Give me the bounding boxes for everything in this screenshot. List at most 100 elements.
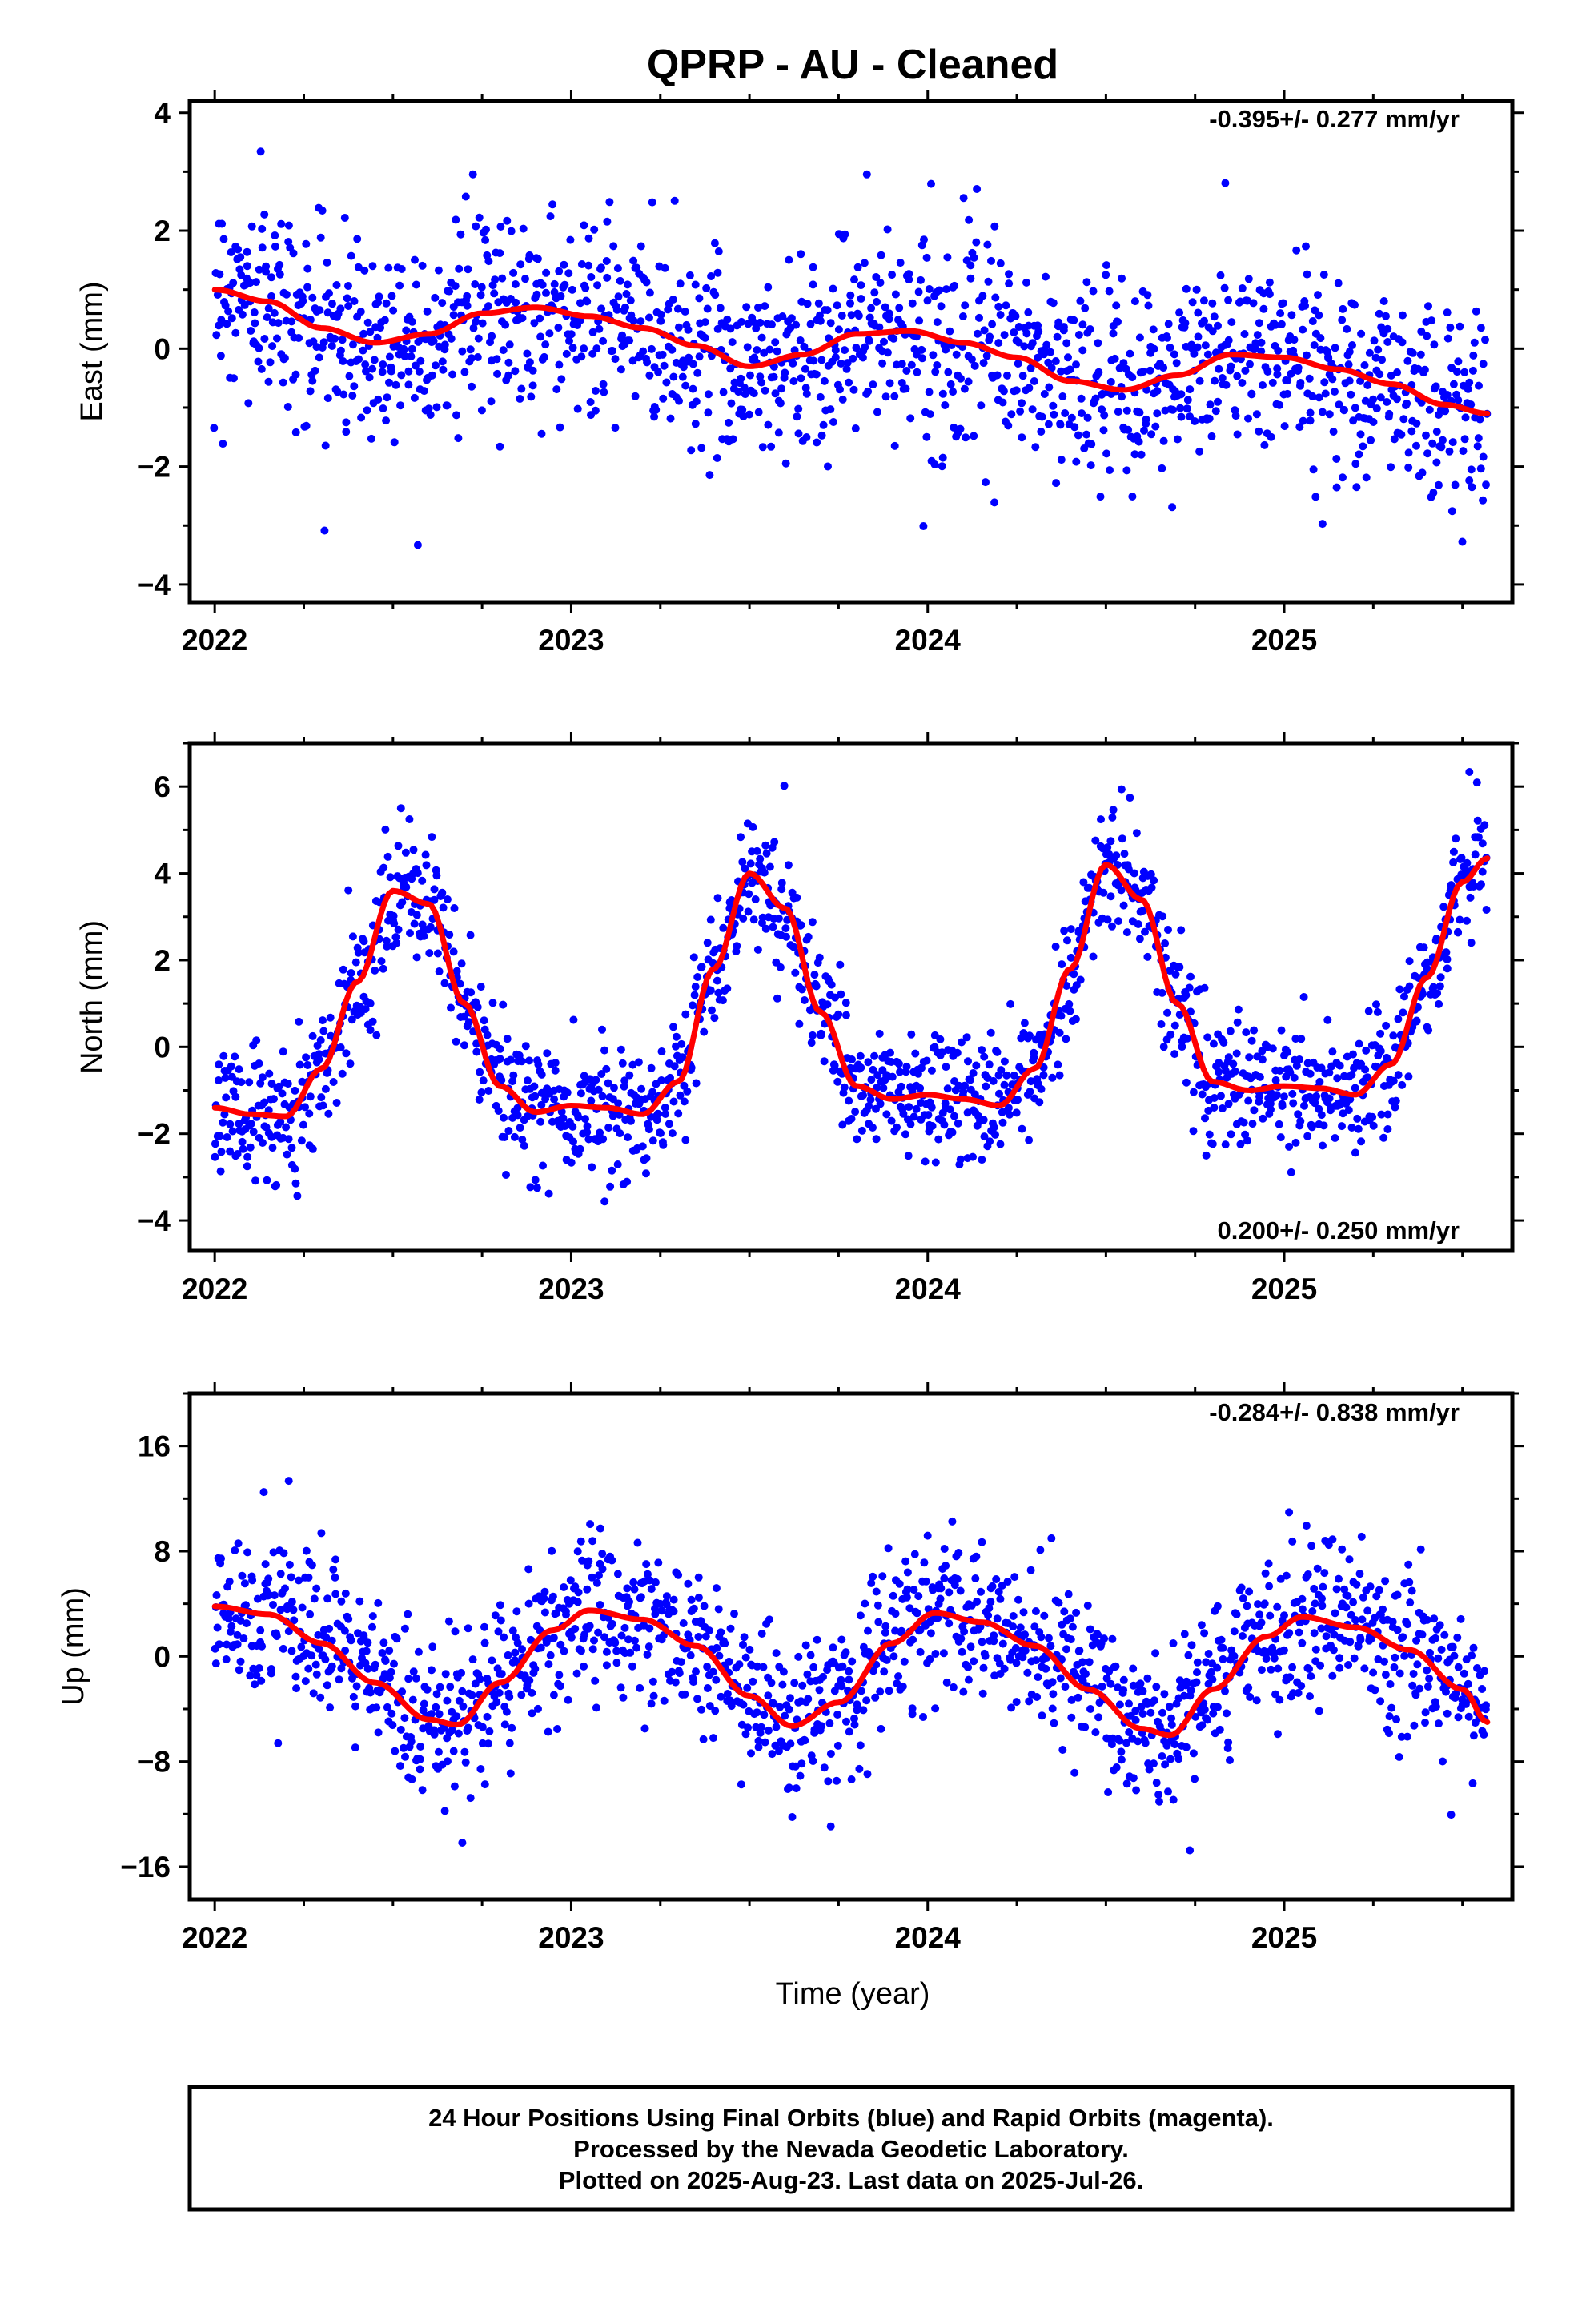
north-data-point: [1141, 927, 1149, 936]
up-data-point: [644, 1642, 653, 1651]
up-data-point: [873, 1601, 882, 1610]
east-data-point: [1302, 242, 1310, 251]
east-data-point: [580, 344, 588, 353]
north-data-point: [317, 1093, 326, 1102]
up-data-point: [598, 1550, 607, 1558]
east-data-point: [714, 247, 723, 255]
east-data-point: [1236, 297, 1244, 306]
north-data-point: [348, 932, 357, 941]
up-data-point: [1310, 1629, 1319, 1638]
up-data-point: [1023, 1668, 1032, 1677]
up-data-point: [252, 1671, 261, 1679]
north-data-point: [1170, 1050, 1179, 1059]
up-data-point: [1122, 1779, 1131, 1788]
up-data-point: [1331, 1609, 1339, 1618]
east-data-point: [1049, 299, 1058, 308]
east-data-point: [361, 360, 370, 369]
east-data-point: [1241, 366, 1250, 375]
up-data-point: [476, 1765, 485, 1773]
east-data-point: [210, 424, 219, 432]
north-data-point: [905, 1103, 913, 1112]
up-data-point: [213, 1623, 222, 1632]
north-data-point: [1035, 1098, 1044, 1107]
east-data-point: [870, 288, 879, 297]
east-data-point: [749, 317, 757, 326]
east-data-point: [1175, 308, 1184, 317]
east-data-point: [1443, 308, 1452, 317]
north-x-tick-label: 2022: [182, 1273, 247, 1305]
east-data-point: [303, 264, 312, 273]
up-data-point: [1050, 1719, 1058, 1727]
up-data-point: [608, 1556, 616, 1565]
up-data-point: [505, 1739, 514, 1747]
east-data-point: [857, 281, 865, 290]
east-data-point: [475, 213, 484, 222]
up-data-point: [699, 1735, 708, 1743]
east-data-point: [1106, 466, 1114, 475]
east-data-point: [901, 384, 910, 393]
north-data-point: [401, 848, 410, 857]
north-data-point: [1244, 1096, 1253, 1105]
east-data-point: [1166, 344, 1174, 352]
up-data-point: [344, 1614, 353, 1623]
up-data-point: [1351, 1616, 1360, 1624]
north-data-point: [1103, 843, 1112, 852]
north-data-point: [386, 873, 395, 882]
north-data-point: [530, 1082, 539, 1091]
north-data-point: [245, 1078, 254, 1087]
up-data-point: [973, 1598, 982, 1606]
north-data-point: [738, 858, 747, 866]
up-data-point: [931, 1650, 940, 1658]
up-data-point: [916, 1647, 925, 1656]
x-axis-label: Time (year): [776, 1977, 930, 2011]
up-data-point: [1182, 1677, 1191, 1686]
up-data-point: [977, 1587, 985, 1596]
east-data-point: [1022, 278, 1030, 287]
east-data-point: [349, 340, 357, 349]
up-data-point: [619, 1693, 628, 1702]
east-data-point: [234, 245, 243, 254]
east-data-point: [418, 261, 427, 270]
east-data-point: [342, 418, 351, 427]
up-data-point: [434, 1747, 443, 1756]
up-data-point: [1358, 1615, 1367, 1624]
up-data-point: [739, 1700, 748, 1709]
up-data-point: [580, 1630, 589, 1639]
east-data-point: [379, 360, 387, 368]
up-data-point: [215, 1640, 223, 1649]
east-data-point: [244, 399, 253, 408]
up-data-point: [331, 1573, 339, 1582]
up-data-point: [251, 1680, 259, 1689]
east-data-point: [1057, 367, 1066, 376]
east-data-point: [792, 320, 801, 329]
east-data-point: [1128, 493, 1137, 501]
up-data-point: [1385, 1729, 1393, 1738]
up-data-point: [331, 1555, 340, 1564]
up-data-point: [212, 1591, 221, 1599]
north-data-point: [1443, 964, 1452, 973]
north-data-point: [815, 953, 824, 962]
north-data-point: [598, 1092, 607, 1100]
east-data-point: [964, 377, 973, 386]
north-x-tick-label: 2025: [1251, 1273, 1317, 1305]
up-data-point: [1264, 1559, 1273, 1568]
east-data-point: [271, 242, 279, 251]
up-data-point: [837, 1682, 846, 1691]
up-data-point: [957, 1634, 966, 1643]
east-data-point: [1283, 376, 1292, 385]
north-data-point: [1124, 865, 1133, 874]
up-data-point: [548, 1592, 557, 1601]
east-data-point: [1397, 430, 1406, 439]
up-data-point: [668, 1667, 677, 1676]
east-data-point: [623, 280, 632, 289]
east-data-point: [851, 424, 860, 432]
north-data-point: [597, 1070, 606, 1078]
east-data-point: [267, 292, 275, 300]
north-data-point: [737, 833, 745, 842]
east-data-point: [666, 414, 675, 423]
east-data-point: [447, 334, 456, 343]
north-data-point: [690, 991, 699, 999]
north-data-point: [1288, 1089, 1297, 1098]
up-data-point: [325, 1624, 334, 1633]
east-data-point: [411, 361, 420, 370]
